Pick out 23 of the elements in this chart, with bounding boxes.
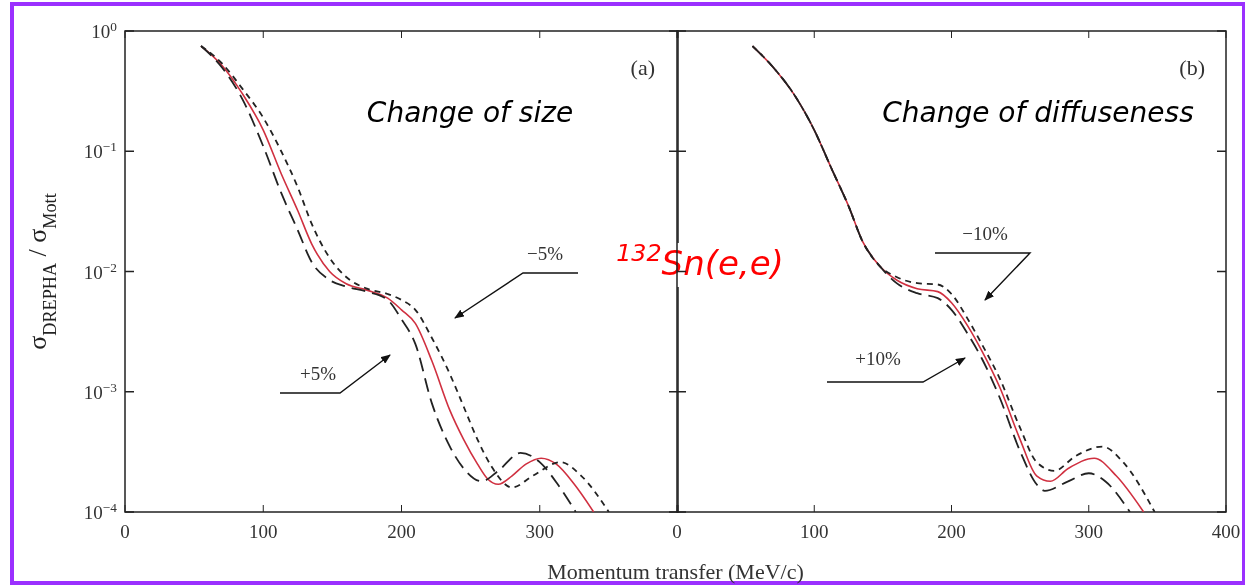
x-axis-title: Momentum transfer (MeV/c) (547, 559, 804, 584)
annotation: +10% (855, 348, 901, 369)
x-tick-label: 300 (525, 521, 554, 542)
annotation: −5% (526, 243, 564, 264)
x-tick-label: 100 (249, 521, 278, 542)
annotation: Change of diffuseness (882, 96, 1194, 129)
y-tick-label: 10$^{−3}$ (83, 379, 118, 403)
y-tick-label: 10$^{0}$ (91, 18, 118, 42)
x-tick-label: 300 (1074, 521, 1103, 542)
x-tick-label: 200 (937, 521, 966, 542)
x-tick-label: 200 (387, 521, 416, 542)
annotation: (b) (1179, 55, 1205, 80)
annotation: Change of size (366, 96, 574, 129)
y-tick-label: 10$^{−1}$ (83, 138, 117, 163)
annotation: −10% (962, 223, 1008, 244)
x-tick-label: 0 (120, 521, 130, 542)
y-tick-label: 10$^{−4}$ (83, 499, 118, 523)
annotation: +5% (299, 363, 337, 384)
annotation: (a) (630, 55, 655, 80)
x-tick-label: 100 (800, 521, 829, 542)
x-tick-label: 0 (672, 521, 682, 542)
x-tick-label: 400 (1211, 521, 1241, 542)
y-tick-label: 10$^{−2}$ (83, 259, 117, 283)
